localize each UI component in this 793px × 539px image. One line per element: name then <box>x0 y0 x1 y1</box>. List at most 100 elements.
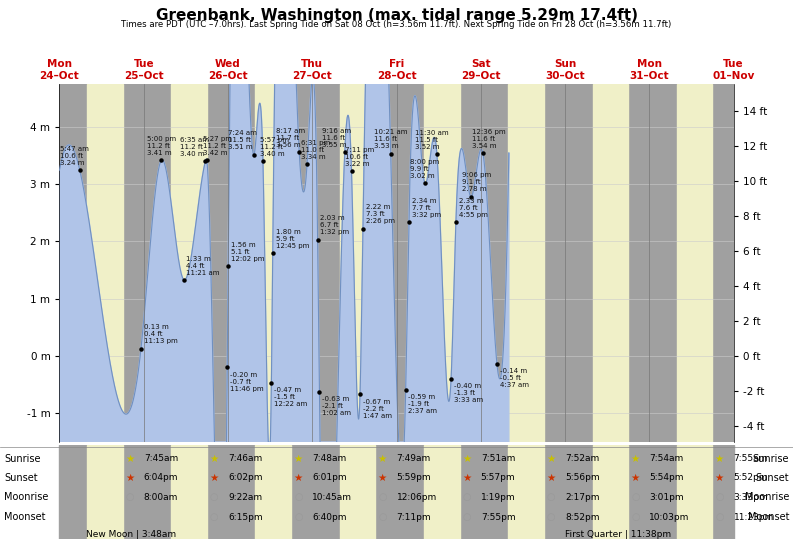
Text: ★: ★ <box>377 454 387 464</box>
Bar <box>592 84 628 442</box>
Bar <box>677 445 712 539</box>
Text: ○: ○ <box>210 493 219 502</box>
Text: 9:16 am
11.6 ft
3.55 m: 9:16 am 11.6 ft 3.55 m <box>322 128 351 148</box>
Text: ○: ○ <box>715 512 724 522</box>
Text: 9:22am: 9:22am <box>228 493 262 502</box>
Text: 5:52pm: 5:52pm <box>734 473 768 482</box>
Text: 2.33 m
7.6 ft
4:55 pm: 2.33 m 7.6 ft 4:55 pm <box>458 198 488 218</box>
Bar <box>59 445 734 539</box>
Bar <box>86 445 123 539</box>
Text: 1.56 m
5.1 ft
12:02 pm: 1.56 m 5.1 ft 12:02 pm <box>231 243 264 262</box>
Bar <box>86 84 123 442</box>
Text: ★: ★ <box>630 454 640 464</box>
Text: -0.67 m
-2.2 ft
1:47 am: -0.67 m -2.2 ft 1:47 am <box>363 398 392 419</box>
Text: 6:15pm: 6:15pm <box>228 513 262 522</box>
Text: ○: ○ <box>715 493 724 502</box>
Text: 7:24 am
11.5 ft
3.51 m: 7:24 am 11.5 ft 3.51 m <box>228 130 257 150</box>
Text: Sunset: Sunset <box>4 473 37 483</box>
Text: Moonset: Moonset <box>4 512 45 522</box>
Text: ★: ★ <box>546 473 555 483</box>
Text: New Moon | 3:48am: New Moon | 3:48am <box>86 530 176 539</box>
Text: 2.03 m
6.7 ft
1:32 pm: 2.03 m 6.7 ft 1:32 pm <box>320 216 350 236</box>
Text: ★: ★ <box>125 454 134 464</box>
Text: ○: ○ <box>378 493 387 502</box>
Text: 5:57 pm
11.2 ft
3.40 m: 5:57 pm 11.2 ft 3.40 m <box>259 137 289 157</box>
Text: ★: ★ <box>714 454 724 464</box>
Text: ★: ★ <box>462 454 471 464</box>
Text: -0.47 m
-1.5 ft
12:22 am: -0.47 m -1.5 ft 12:22 am <box>274 387 308 407</box>
Bar <box>424 445 459 539</box>
Text: 1.33 m
4.4 ft
11:21 am: 1.33 m 4.4 ft 11:21 am <box>186 255 220 275</box>
Text: Fri
28–Oct: Fri 28–Oct <box>377 59 416 81</box>
Text: 2.34 m
7.7 ft
3:32 pm: 2.34 m 7.7 ft 3:32 pm <box>412 198 441 218</box>
Text: 7:45am: 7:45am <box>144 454 178 464</box>
Text: ○: ○ <box>631 512 640 522</box>
Text: 6:35 am
11.2 ft
3.40 m: 6:35 am 11.2 ft 3.40 m <box>180 137 209 157</box>
Text: Sat
29–Oct: Sat 29–Oct <box>461 59 500 81</box>
Text: 8:52pm: 8:52pm <box>565 513 600 522</box>
Text: 2.22 m
7.3 ft
2:26 pm: 2.22 m 7.3 ft 2:26 pm <box>366 204 395 224</box>
Bar <box>339 84 375 442</box>
Text: ★: ★ <box>293 473 303 483</box>
Text: 7:51am: 7:51am <box>481 454 515 464</box>
Text: Moonrise: Moonrise <box>745 493 789 502</box>
Text: Sun
30–Oct: Sun 30–Oct <box>546 59 584 81</box>
Text: 7:52am: 7:52am <box>565 454 600 464</box>
Bar <box>508 445 544 539</box>
Text: ★: ★ <box>125 473 134 483</box>
Text: 5:57pm: 5:57pm <box>481 473 515 482</box>
Text: Tue
01–Nov: Tue 01–Nov <box>712 59 755 81</box>
Text: Moonset: Moonset <box>748 512 789 522</box>
Text: 10:21 am
11.6 ft
3.53 m: 10:21 am 11.6 ft 3.53 m <box>374 129 408 149</box>
Text: 7:11pm: 7:11pm <box>396 513 431 522</box>
Text: 7:55am: 7:55am <box>734 454 768 464</box>
Text: Wed
26–Oct: Wed 26–Oct <box>209 59 247 81</box>
Text: 5:54pm: 5:54pm <box>649 473 684 482</box>
Text: Moonrise: Moonrise <box>4 493 48 502</box>
Text: -0.59 m
-1.9 ft
2:37 am: -0.59 m -1.9 ft 2:37 am <box>408 394 438 414</box>
Text: 7:49am: 7:49am <box>396 454 431 464</box>
Text: 3:33pm: 3:33pm <box>734 493 768 502</box>
Text: Sunrise: Sunrise <box>753 454 789 464</box>
Text: 10:45am: 10:45am <box>312 493 352 502</box>
Text: 6:04pm: 6:04pm <box>144 473 178 482</box>
Bar <box>592 445 628 539</box>
Text: ○: ○ <box>631 493 640 502</box>
Text: 8:00am: 8:00am <box>144 493 178 502</box>
Bar <box>677 84 712 442</box>
Bar <box>508 84 544 442</box>
Text: ★: ★ <box>546 454 555 464</box>
Text: First Quarter | 11:38pm: First Quarter | 11:38pm <box>565 530 672 539</box>
Text: 7:11 pm
10.6 ft
3.22 m: 7:11 pm 10.6 ft 3.22 m <box>345 147 374 167</box>
Text: Times are PDT (UTC –7.0hrs). Last Spring Tide on Sat 08 Oct (h=3.56m 11.7ft). Ne: Times are PDT (UTC –7.0hrs). Last Spring… <box>121 20 672 30</box>
Text: 2:17pm: 2:17pm <box>565 493 600 502</box>
Text: 6:31 pm
11.0 ft
3.34 m: 6:31 pm 11.0 ft 3.34 m <box>301 140 330 160</box>
Text: 11:23pm: 11:23pm <box>734 513 774 522</box>
Text: Thu
27–Oct: Thu 27–Oct <box>293 59 332 81</box>
Text: 12:36 pm
11.6 ft
3.54 m: 12:36 pm 11.6 ft 3.54 m <box>472 129 505 149</box>
Text: 7:55pm: 7:55pm <box>481 513 515 522</box>
Bar <box>171 445 207 539</box>
Bar <box>255 445 291 539</box>
Bar <box>424 84 459 442</box>
Text: 7:54am: 7:54am <box>649 454 684 464</box>
Text: 8:00 pm
9.9 ft
3.02 m: 8:00 pm 9.9 ft 3.02 m <box>410 158 439 178</box>
Text: Sunrise: Sunrise <box>4 454 40 464</box>
Text: ○: ○ <box>378 512 387 522</box>
Text: 9:06 pm
9.1 ft
2.78 m: 9:06 pm 9.1 ft 2.78 m <box>462 172 491 192</box>
Text: ○: ○ <box>210 512 219 522</box>
Text: 6:02pm: 6:02pm <box>228 473 262 482</box>
Text: 8:17 am
11.7 ft
3.56 m: 8:17 am 11.7 ft 3.56 m <box>276 128 305 148</box>
Text: Mon
31–Oct: Mon 31–Oct <box>630 59 669 81</box>
Text: 7:48am: 7:48am <box>312 454 347 464</box>
Text: 3:01pm: 3:01pm <box>649 493 684 502</box>
Bar <box>171 84 207 442</box>
Text: ★: ★ <box>714 473 724 483</box>
Text: 7:46am: 7:46am <box>228 454 262 464</box>
Text: ○: ○ <box>463 512 471 522</box>
Text: ★: ★ <box>293 454 303 464</box>
Text: -0.63 m
-2.1 ft
1:02 am: -0.63 m -2.1 ft 1:02 am <box>322 396 351 416</box>
Text: Sunset: Sunset <box>756 473 789 483</box>
Text: 5:27 pm
11.2 ft
3.42 m: 5:27 pm 11.2 ft 3.42 m <box>203 136 232 156</box>
Text: -0.14 m
-0.5 ft
4:37 am: -0.14 m -0.5 ft 4:37 am <box>500 368 529 388</box>
